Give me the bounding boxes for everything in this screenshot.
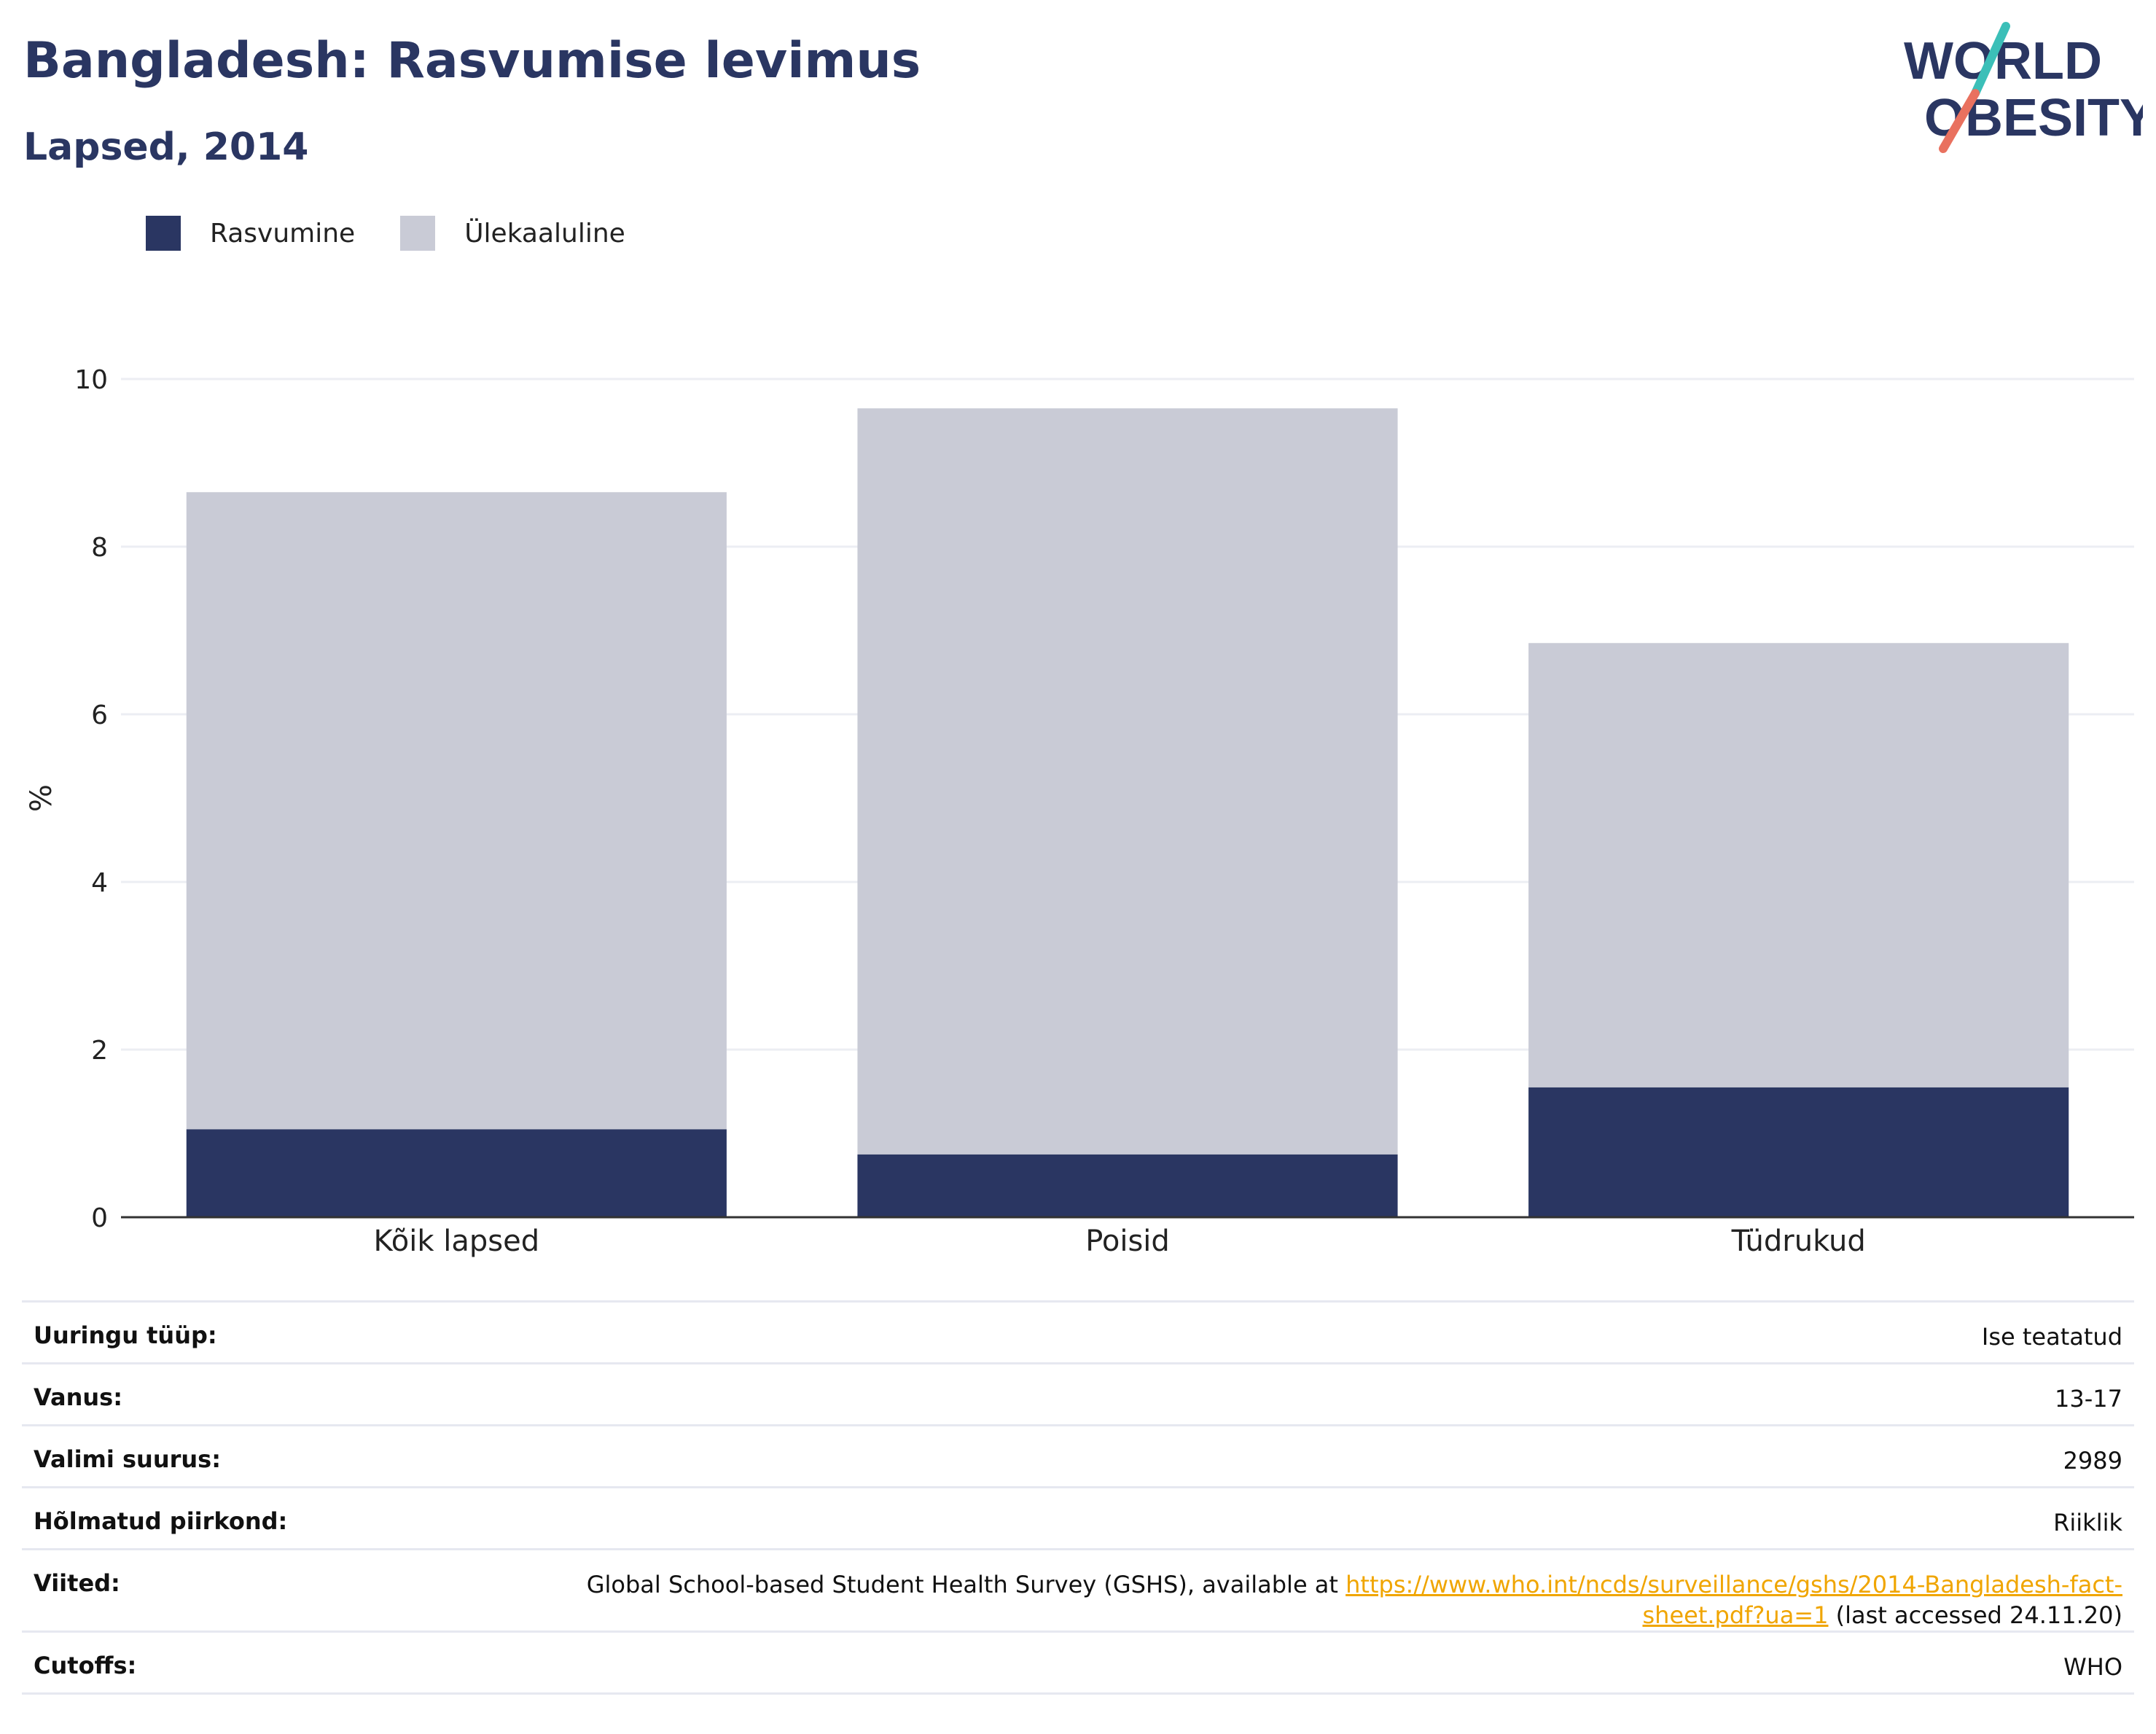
- chart-subtitle: Lapsed, 2014: [23, 125, 309, 169]
- bar-rasvumine: [186, 1129, 727, 1217]
- meta-row-references: Viited: Global School-based Student Heal…: [22, 1548, 2134, 1632]
- x-tick-label: Kõik lapsed: [374, 1225, 540, 1258]
- meta-row: Valimi suurus: 2989: [22, 1424, 2134, 1488]
- y-tick-label: 10: [74, 365, 108, 395]
- meta-value: 2989: [340, 1424, 2134, 1488]
- chart-title: Bangladesh: Rasvumise levimus: [23, 32, 921, 90]
- reference-text: Global School-based Student Health Surve…: [586, 1571, 1346, 1598]
- bar--lekaaluline: [186, 492, 727, 1130]
- reference-accessed: (last accessed 24.11.20): [1828, 1601, 2122, 1629]
- x-tick-label: Poisid: [1085, 1225, 1170, 1258]
- y-tick-label: 0: [91, 1203, 108, 1233]
- y-tick-label: 6: [91, 700, 108, 730]
- legend-item-rasvumine[interactable]: Rasvumine: [146, 216, 355, 251]
- y-tick-label: 8: [91, 533, 108, 563]
- reference-link-part2[interactable]: sheet.pdf?ua=1: [1642, 1601, 1829, 1629]
- legend-swatch-rasvumine: [146, 216, 181, 251]
- legend-swatch-ulekaaluline: [400, 216, 436, 251]
- reference-link-part1[interactable]: https://www.who.int/ncds/surveillance/gs…: [1345, 1571, 2122, 1598]
- meta-key: Vanus:: [22, 1362, 341, 1426]
- stacked-bar-chart: 0 2 4 6 8 10% Kõik lapsed Poisid Tüdrukud: [25, 365, 2134, 1258]
- metadata-table: Uuringu tüüp: Ise teatatud Vanus: 13-17 …: [22, 1300, 2134, 1695]
- meta-row: Cutoffs: WHO: [22, 1630, 2134, 1695]
- legend-item-ulekaaluline[interactable]: Ülekaaluline: [400, 216, 625, 251]
- x-tick-label: Tüdrukud: [1731, 1225, 1866, 1258]
- meta-key: Hõlmatud piirkond:: [22, 1486, 341, 1550]
- meta-key: Uuringu tüüp:: [22, 1300, 341, 1364]
- meta-key: Viited:: [22, 1548, 341, 1632]
- meta-value-references: Global School-based Student Health Surve…: [340, 1548, 2134, 1632]
- y-tick-label: 2: [91, 1036, 108, 1066]
- meta-key: Cutoffs:: [22, 1630, 341, 1695]
- y-tick-label: 4: [91, 868, 108, 898]
- bar--lekaaluline: [857, 408, 1398, 1155]
- bar-rasvumine: [857, 1154, 1398, 1217]
- legend: Rasvumine Ülekaaluline: [146, 216, 671, 251]
- logo-slash-teal: [1971, 22, 2010, 98]
- world-obesity-logo: WORLD OBESITY: [1904, 22, 2143, 153]
- logo-slash-coral: [1939, 89, 1980, 153]
- meta-value: 13-17: [340, 1362, 2134, 1426]
- meta-value: Ise teatatud: [340, 1300, 2134, 1364]
- meta-key: Valimi suurus:: [22, 1424, 341, 1488]
- bar--lekaaluline: [1528, 643, 2069, 1087]
- y-axis-label: %: [25, 784, 58, 812]
- meta-row: Vanus: 13-17: [22, 1362, 2134, 1426]
- legend-label-rasvumine: Rasvumine: [210, 218, 356, 249]
- legend-label-ulekaaluline: Ülekaaluline: [464, 218, 625, 249]
- meta-row: Uuringu tüüp: Ise teatatud: [22, 1300, 2134, 1364]
- meta-value: Riiklik: [340, 1486, 2134, 1550]
- meta-row: Hõlmatud piirkond: Riiklik: [22, 1486, 2134, 1550]
- meta-value: WHO: [340, 1630, 2134, 1695]
- bar-rasvumine: [1528, 1087, 2069, 1217]
